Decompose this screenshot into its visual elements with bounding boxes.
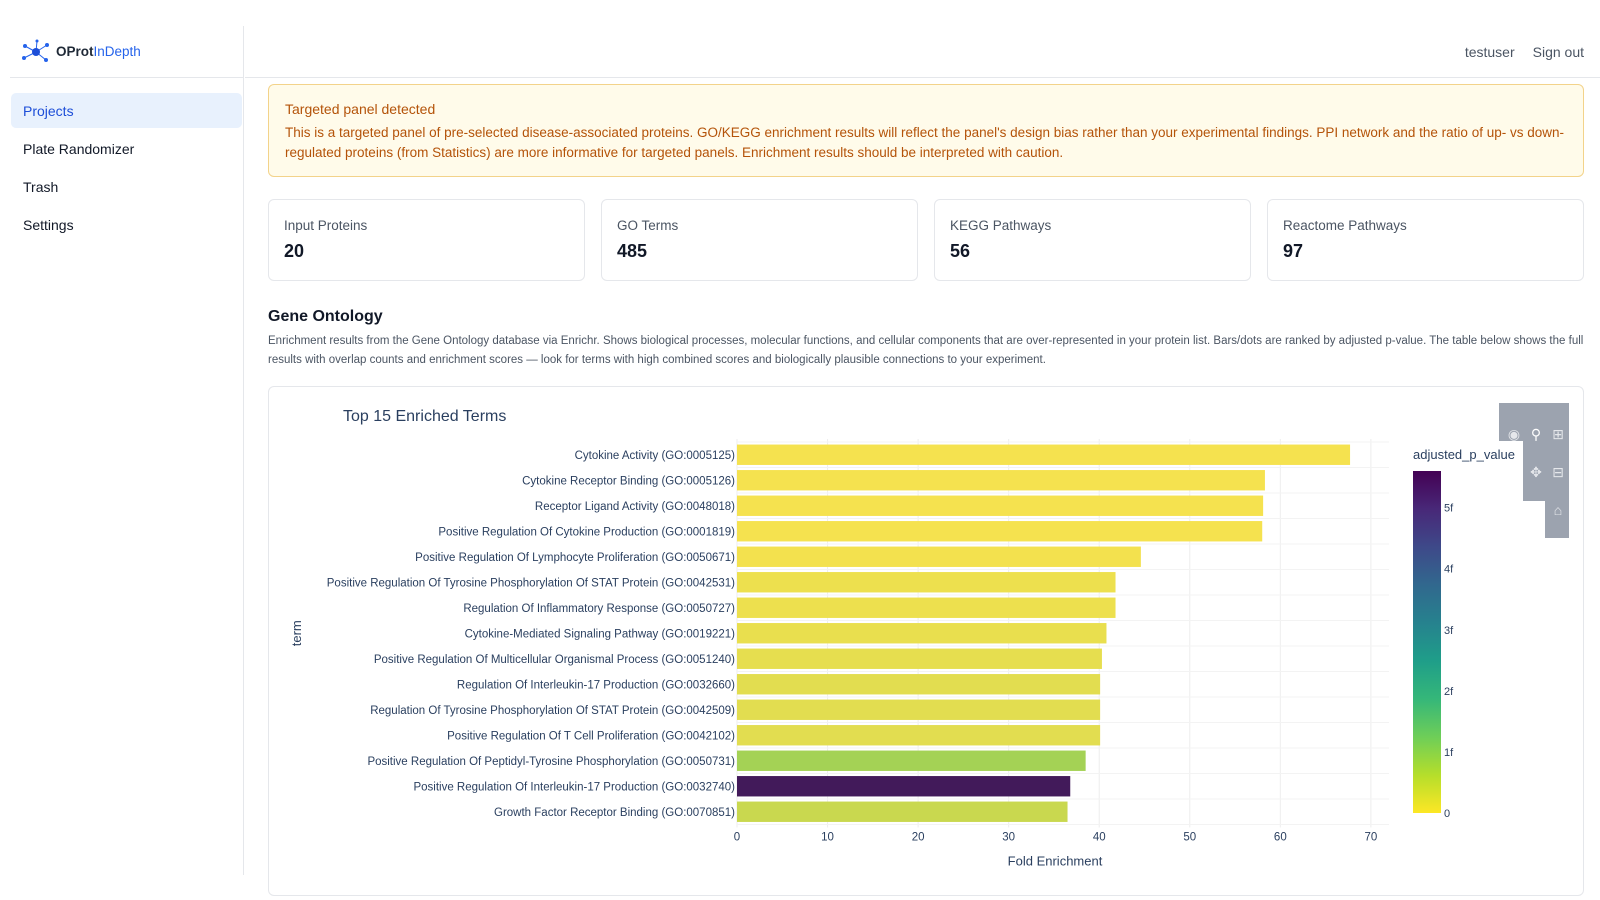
x-tick-label: 10 [821,832,834,844]
sidebar-item-plate-randomizer[interactable]: Plate Randomizer [11,131,242,166]
user-area: testuser Sign out [1465,44,1584,60]
category-label: Positive Regulation Of Peptidyl-Tyrosine… [367,756,735,768]
bar [737,699,1101,720]
zoom-in-icon[interactable]: ⊞ [1552,426,1564,442]
sidebar-item-label: Trash [23,178,59,195]
section-description: Enrichment results from the Gene Ontolog… [268,335,1584,366]
section-title: Gene Ontology [268,308,383,325]
x-axis-title: Fold Enrichment [1008,854,1103,869]
stat-card-reactome-pathways: Reactome Pathways 97 [1267,199,1584,281]
category-label: Receptor Ligand Activity (GO:0048018) [535,501,735,513]
bar [737,521,1263,542]
sidebar: OProtInDepth Projects Plate Randomizer T… [10,26,244,875]
alert-title: Targeted panel detected [285,101,436,117]
sidebar-item-label: Plate Randomizer [23,140,135,157]
zoom-out-icon[interactable]: ⊟ [1552,464,1564,480]
bar [737,572,1116,593]
brand-name-part1: OProt [56,44,94,59]
stats-row: Input Proteins 20 GO Terms 485 KEGG Path… [268,199,1584,281]
x-tick-label: 0 [734,832,740,844]
bar [737,495,1264,516]
category-label: Positive Regulation Of Multicellular Org… [374,654,735,666]
home-icon[interactable]: ⌂ [1553,502,1563,518]
stat-card-input-proteins: Input Proteins 20 [268,199,585,281]
category-label: Positive Regulation Of Lymphocyte Prolif… [415,552,735,564]
bar [737,546,1141,567]
sign-out-link[interactable]: Sign out [1532,44,1584,60]
chart-title: Top 15 Enriched Terms [343,408,506,425]
username-link[interactable]: testuser [1464,44,1515,60]
main-content: Targeted panel detected This is a target… [268,84,1584,896]
sidebar-item-label: Settings [23,216,74,233]
brand-name-part2: InDepth [93,44,141,59]
brand[interactable]: OProtInDepth [10,26,243,78]
x-tick-label: 70 [1364,832,1377,844]
y-axis-title: term [289,620,304,646]
colorbar [1413,471,1441,813]
sidebar-item-settings[interactable]: Settings [11,207,242,242]
category-label: Growth Factor Receptor Binding (GO:00708… [494,807,735,819]
bar [737,597,1116,618]
stat-label: Input Proteins [284,218,368,233]
colorbar-tick-label: 1f [1444,747,1454,759]
category-label: Regulation Of Interleukin-17 Production … [457,679,735,691]
bar [737,750,1086,771]
bar [737,674,1101,695]
stat-value: 56 [950,241,971,261]
colorbar-tick-label: 5f [1444,503,1454,515]
x-tick-label: 30 [1002,832,1015,844]
bar [737,776,1071,797]
sidebar-item-projects[interactable]: Projects [11,93,242,128]
sidebar-nav: Projects Plate Randomizer Trash Settings [10,78,243,242]
category-label: Positive Regulation Of Interleukin-17 Pr… [413,781,735,793]
x-tick-label: 50 [1183,832,1196,844]
stat-card-go-terms: GO Terms 485 [601,199,918,281]
colorbar-tick-label: 0 [1444,808,1450,820]
pan-icon[interactable]: ✥ [1530,464,1542,480]
x-tick-label: 60 [1274,832,1287,844]
category-label: Cytokine Receptor Binding (GO:0005126) [522,475,735,487]
bar [737,648,1102,669]
enrichment-chart-card: Top 15 Enriched Terms Cytokine Activity (… [268,386,1584,896]
colorbar-tick-label: 3f [1444,625,1454,637]
category-label: Regulation Of Tyrosine Phosphorylation O… [370,705,735,717]
category-label: Cytokine-Mediated Signaling Pathway (GO:… [465,628,736,640]
stat-label: GO Terms [617,218,679,233]
category-label: Positive Regulation Of Tyrosine Phosphor… [327,577,735,589]
stat-value: 20 [284,241,305,261]
colorbar-tick-label: 2f [1444,686,1454,698]
category-label: Positive Regulation Of T Cell Proliferat… [447,730,735,742]
enrichment-bar-chart: Top 15 Enriched Terms Cytokine Activity (… [289,408,1515,869]
zoom-icon[interactable]: ⚲ [1530,426,1542,442]
chart-modebar: ◉ ⚲ ⊞ ✥ ⊟ ⌂ [1499,403,1569,538]
brand-name: OProtInDepth [56,44,141,59]
bar [737,801,1068,822]
stat-value: 97 [1283,241,1304,261]
colorbar-tick-label: 4f [1444,564,1454,576]
sidebar-item-trash[interactable]: Trash [11,169,242,204]
network-logo-icon [22,39,49,62]
category-label: Positive Regulation Of Cytokine Producti… [438,526,735,538]
bar [737,470,1265,491]
stat-value: 485 [617,241,648,261]
x-tick-label: 40 [1093,832,1106,844]
bar [737,444,1351,465]
category-label: Cytokine Activity (GO:0005125) [575,450,736,462]
sidebar-item-label: Projects [23,102,74,119]
stat-label: KEGG Pathways [950,218,1052,233]
alert-body: This is a targeted panel of pre-selected… [285,125,1564,160]
bar [737,725,1101,746]
targeted-panel-alert: Targeted panel detected This is a target… [268,84,1584,177]
camera-icon[interactable]: ◉ [1507,426,1521,442]
stat-card-kegg-pathways: KEGG Pathways 56 [934,199,1251,281]
bar [737,623,1107,644]
x-tick-label: 20 [912,832,925,844]
colorbar-title: adjusted_p_value [1413,447,1515,462]
category-label: Regulation Of Inflammatory Response (GO:… [463,603,735,615]
stat-label: Reactome Pathways [1283,218,1407,233]
top-bar: testuser Sign out [245,26,1600,78]
